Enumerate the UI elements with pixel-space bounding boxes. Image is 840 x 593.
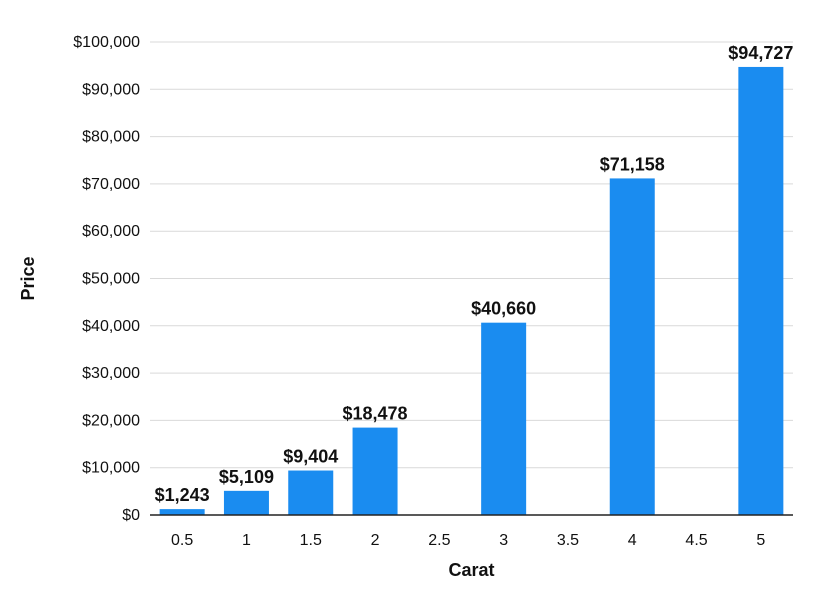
gridlines: [150, 41, 793, 469]
x-axis-title: Carat: [448, 560, 494, 580]
data-labels: $1,243 $5,109 $9,404 $18,478 $40,660 $71,158 $…: [155, 43, 794, 505]
x-axis-ticks: 0.5 1 1.5 2 2.5 3 3.5 4 4.5 5: [171, 532, 765, 549]
bar: [352, 427, 398, 515]
y-tick-label: $10,000: [82, 460, 140, 477]
data-label: $5,109: [219, 467, 274, 487]
x-tick-label: 0.5: [171, 532, 193, 549]
y-axis-title: Price: [18, 256, 38, 300]
y-tick-label: $60,000: [82, 223, 140, 240]
y-tick-label: $80,000: [82, 129, 140, 146]
y-tick-label: $90,000: [82, 81, 140, 98]
y-tick-label: $30,000: [82, 365, 140, 382]
y-tick-label: $70,000: [82, 176, 140, 193]
bars: [159, 66, 784, 516]
y-tick-label: $0: [122, 507, 140, 524]
x-tick-label: 3: [499, 532, 508, 549]
data-label: $1,243: [155, 485, 210, 505]
x-tick-label: 5: [756, 532, 765, 549]
data-label: $18,478: [343, 404, 408, 424]
bar: [288, 470, 334, 515]
y-tick-label: $40,000: [82, 318, 140, 335]
bar: [223, 490, 269, 515]
x-tick-label: 4.5: [685, 532, 707, 549]
bar: [159, 509, 205, 515]
y-tick-label: $20,000: [82, 412, 140, 429]
x-tick-label: 2: [371, 532, 380, 549]
data-label: $71,158: [600, 154, 665, 174]
bar: [738, 66, 784, 516]
data-label: $94,727: [728, 43, 793, 63]
x-tick-label: 1: [242, 532, 251, 549]
x-tick-label: 3.5: [557, 532, 579, 549]
data-label: $40,660: [471, 299, 536, 319]
x-tick-label: 1.5: [300, 532, 322, 549]
x-tick-label: 2.5: [428, 532, 450, 549]
bar: [609, 178, 655, 515]
x-tick-label: 4: [628, 532, 637, 549]
y-axis-ticks: $0 $10,000 $20,000 $30,000 $40,000 $50,000 $60…: [73, 34, 140, 524]
y-tick-label: $100,000: [73, 34, 140, 51]
data-label: $9,404: [283, 447, 338, 467]
bar: [481, 322, 527, 515]
y-tick-label: $50,000: [82, 271, 140, 288]
